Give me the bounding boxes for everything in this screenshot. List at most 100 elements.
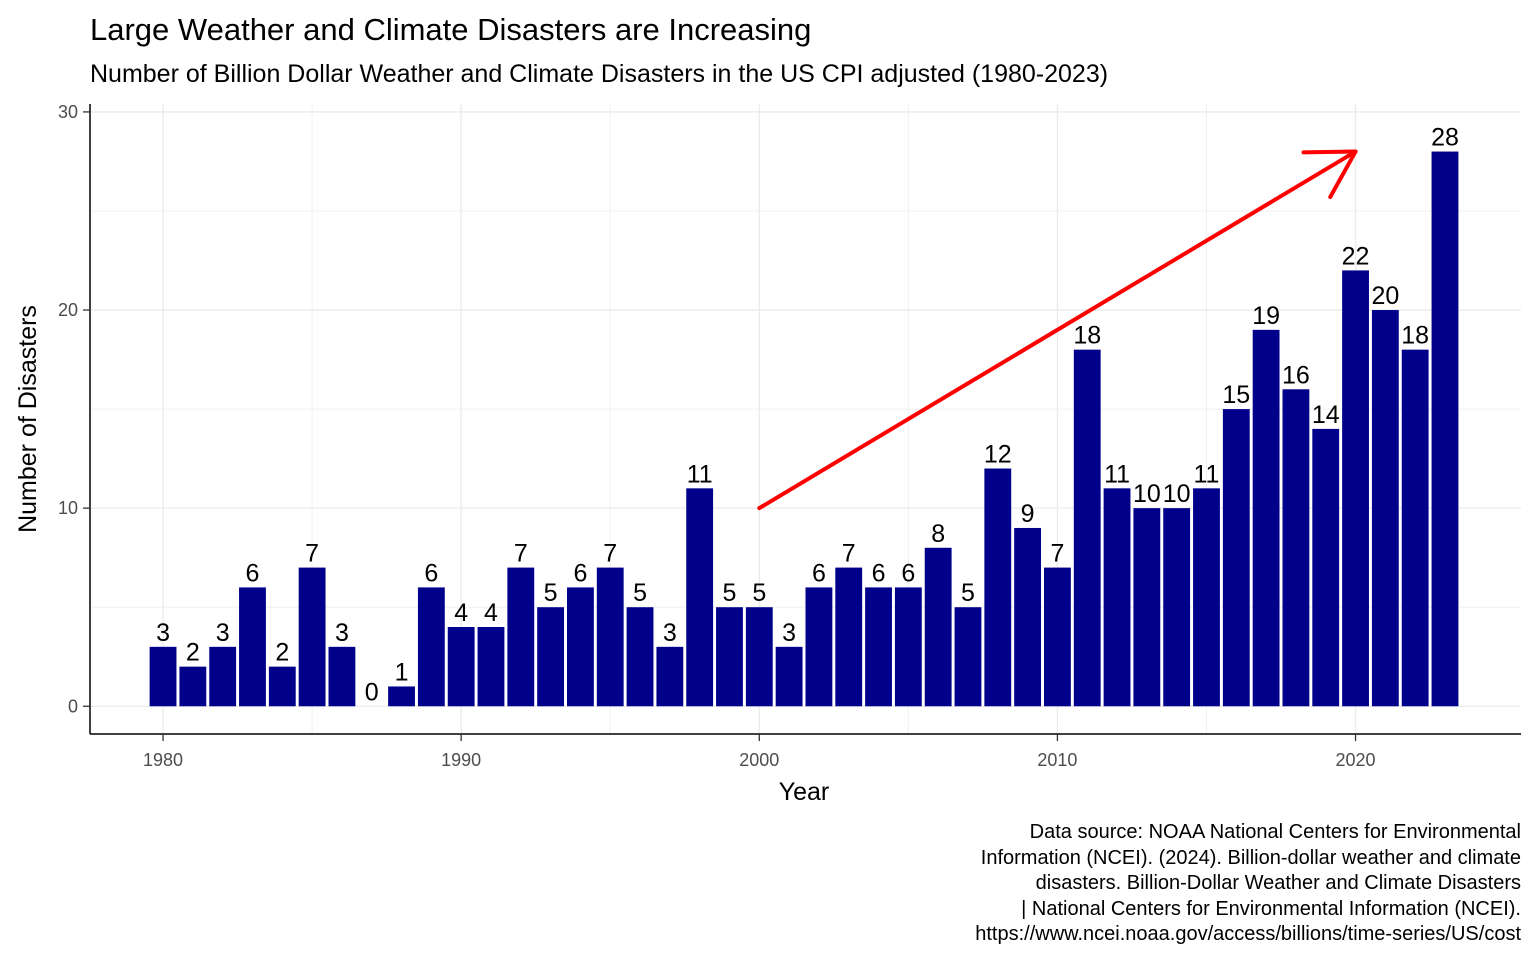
bar-1990 — [447, 627, 475, 707]
bar-label-2018: 16 — [1282, 361, 1310, 389]
bar-label-1985: 7 — [305, 540, 319, 568]
bar-label-2011: 18 — [1073, 322, 1101, 350]
bar-2005 — [894, 587, 922, 707]
bar-2016 — [1222, 409, 1250, 707]
bar-2007 — [954, 607, 982, 707]
bar-label-2007: 5 — [961, 579, 975, 607]
bar-label-2015: 11 — [1194, 460, 1220, 488]
bar-label-2003: 7 — [842, 540, 856, 568]
bar-1997 — [656, 646, 684, 707]
bar-label-2019: 14 — [1312, 401, 1340, 429]
bar-2020 — [1342, 270, 1369, 707]
bar-2008 — [984, 468, 1012, 707]
bar-1981 — [179, 666, 207, 707]
arrow-shaft — [757, 149, 1358, 511]
y-axis-title: Number of Disasters — [14, 305, 42, 533]
bar-2013 — [1133, 508, 1161, 707]
bar-2011 — [1073, 349, 1101, 707]
y-tick-label: 20 — [58, 300, 78, 320]
bar-1989 — [417, 587, 445, 707]
bar-2001 — [775, 646, 803, 707]
y-tick-label: 10 — [58, 498, 78, 518]
bar-label-2006: 8 — [931, 520, 945, 548]
bar-2002 — [805, 587, 833, 707]
bar-2003 — [835, 567, 863, 707]
bar-label-2016: 15 — [1222, 381, 1250, 409]
bar-1995 — [596, 567, 624, 707]
bar-label-2020: 22 — [1342, 242, 1370, 270]
bar-1998 — [686, 488, 714, 707]
bar-2023 — [1431, 151, 1459, 707]
chart-title: Large Weather and Climate Disasters are … — [90, 12, 812, 47]
bar-1988 — [388, 686, 415, 707]
caption: Data source: NOAA National Centers for E… — [975, 820, 1521, 948]
bar-label-1982: 3 — [216, 619, 230, 647]
bar-label-1983: 6 — [246, 559, 260, 587]
bar-1991 — [477, 627, 505, 707]
bar-2018 — [1282, 389, 1310, 707]
bar-label-1998: 11 — [687, 460, 713, 488]
bar-label-2002: 6 — [812, 559, 826, 587]
bar-2006 — [924, 547, 952, 707]
bar-label-1999: 5 — [723, 579, 737, 607]
caption-line: | National Centers for Environmental Inf… — [1021, 897, 1521, 920]
x-tick-label: 2010 — [1037, 750, 1077, 770]
bar-label-1984: 2 — [275, 639, 289, 667]
bar-label-1993: 5 — [544, 579, 558, 607]
bar-label-1996: 5 — [633, 579, 647, 607]
bar-2012 — [1103, 488, 1131, 707]
bar-label-1997: 3 — [663, 619, 677, 647]
bar-1996 — [626, 607, 654, 707]
bar-label-1991: 4 — [484, 599, 498, 627]
bar-1980 — [149, 646, 177, 707]
bar-1994 — [567, 587, 594, 707]
caption-line: Data source: NOAA National Centers for E… — [1029, 821, 1521, 843]
bar-label-2004: 6 — [872, 559, 886, 587]
bar-label-1992: 7 — [514, 540, 528, 568]
bar-2010 — [1044, 567, 1071, 707]
x-tick-label: 2020 — [1336, 750, 1376, 770]
bar-1982 — [209, 646, 237, 707]
bar-1992 — [507, 567, 535, 707]
chart-subtitle: Number of Billion Dollar Weather and Cli… — [90, 60, 1109, 88]
bar-2017 — [1252, 329, 1280, 707]
bar-2009 — [1014, 527, 1042, 707]
bar-label-1995: 7 — [603, 540, 617, 568]
bar-label-2009: 9 — [1021, 500, 1035, 528]
bar-label-2022: 18 — [1401, 322, 1429, 350]
arrow-head — [1301, 149, 1358, 199]
bar-2014 — [1163, 508, 1191, 707]
x-tick-label: 1990 — [441, 750, 481, 770]
bar-2019 — [1312, 428, 1340, 707]
bar-1985 — [298, 567, 326, 707]
bar-1984 — [268, 666, 296, 707]
bar-2015 — [1193, 488, 1220, 707]
caption-line: disasters. Billion-Dollar Weather and Cl… — [1035, 872, 1521, 894]
x-tick-label: 2000 — [739, 750, 779, 770]
bar-label-2001: 3 — [782, 619, 796, 647]
bar-2000 — [745, 607, 773, 707]
bar-label-2005: 6 — [901, 559, 915, 587]
bar-label-2014: 10 — [1163, 480, 1191, 508]
bar-2021 — [1371, 310, 1399, 707]
y-tick-label: 0 — [68, 696, 78, 716]
bar-1993 — [537, 607, 565, 707]
y-tick-label: 30 — [58, 102, 78, 122]
bar-1983 — [239, 587, 266, 707]
bar-label-1988: 1 — [395, 658, 409, 686]
bar-label-1981: 2 — [186, 639, 200, 667]
bars — [149, 151, 1459, 707]
bar-label-2000: 5 — [752, 579, 766, 607]
bar-label-2008: 12 — [984, 441, 1012, 469]
bar-label-2012: 11 — [1104, 460, 1130, 488]
bar-label-2023: 28 — [1431, 124, 1459, 152]
bar-label-1980: 3 — [156, 619, 170, 647]
caption-line: Information (NCEI). (2024). Billion-doll… — [980, 846, 1521, 869]
bar-label-1990: 4 — [454, 599, 468, 627]
bar-label-2010: 7 — [1050, 540, 1064, 568]
bar-2022 — [1401, 349, 1429, 707]
bar-label-2017: 19 — [1252, 302, 1280, 330]
